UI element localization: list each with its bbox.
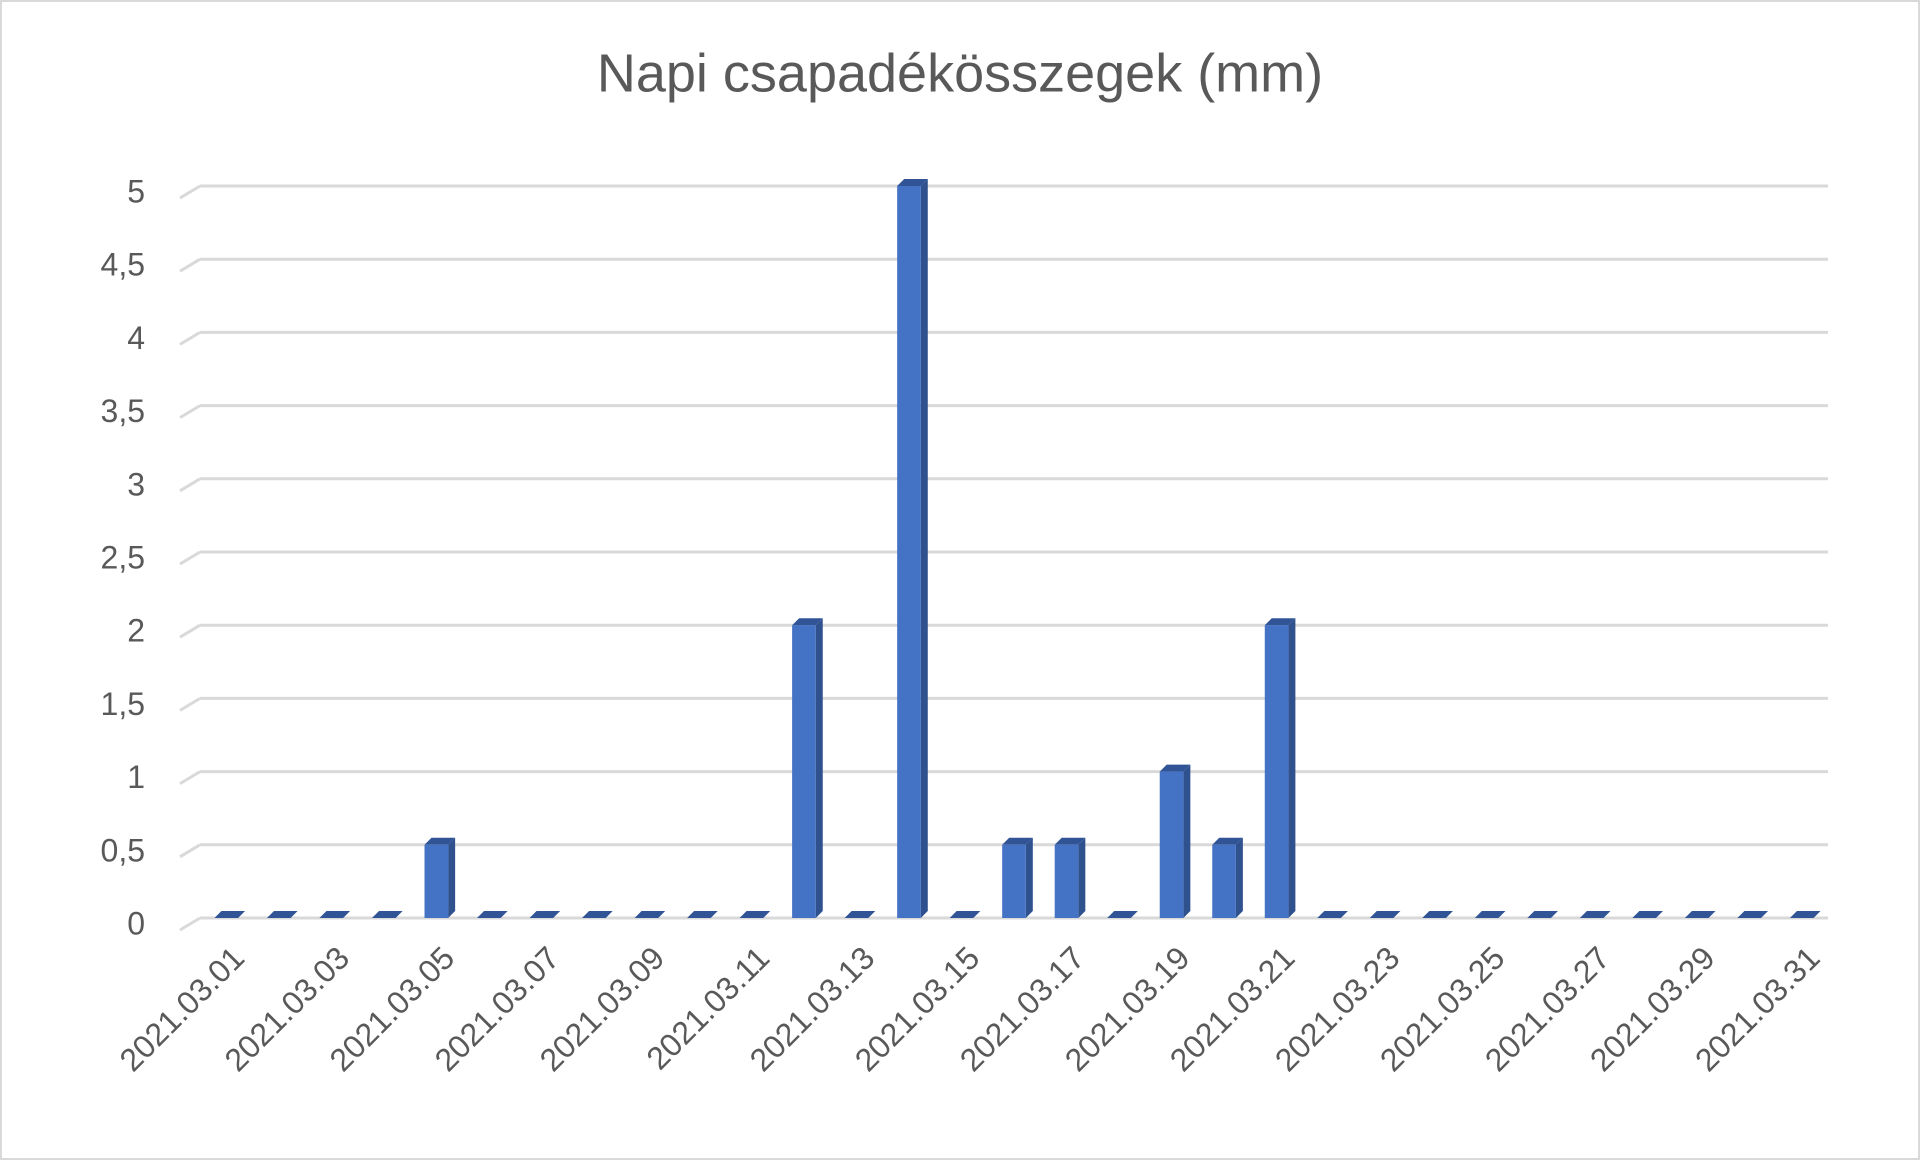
tick-mark (179, 477, 201, 493)
bar (897, 186, 921, 918)
bar-top (1054, 837, 1086, 845)
bar-top (844, 911, 876, 918)
bar-side (1288, 618, 1296, 918)
bar-top (424, 837, 456, 845)
bar (1159, 771, 1184, 918)
bar-top (477, 911, 508, 918)
bar-side (1025, 837, 1033, 918)
bar-top (1527, 911, 1558, 918)
bar-top (1264, 618, 1296, 626)
bar-top (1002, 837, 1033, 845)
bar-side (1235, 837, 1243, 918)
tick-mark (179, 404, 201, 419)
bar-top (1789, 911, 1821, 918)
tick-mark (179, 843, 201, 859)
bar (424, 844, 449, 918)
bar-top (1422, 911, 1453, 918)
tick-mark (179, 331, 201, 346)
bar-top (1159, 764, 1191, 772)
tick-mark (179, 697, 201, 712)
y-tick-label: 4,5 (101, 247, 145, 283)
y-tick-label: 5 (127, 173, 145, 209)
bar-top (371, 911, 403, 918)
y-tick-label: 1,5 (101, 686, 145, 722)
y-tick-label: 4 (127, 320, 145, 356)
bar-top (1579, 911, 1611, 918)
y-tick-label: 1 (127, 759, 145, 795)
tick-mark (179, 623, 201, 639)
y-tick-label: 2 (127, 613, 145, 649)
bar-top (529, 911, 561, 918)
y-tick-label: 0 (127, 905, 145, 941)
bar (792, 625, 816, 918)
tick-mark (179, 770, 201, 785)
bar (1002, 844, 1026, 918)
bar (1212, 844, 1236, 918)
y-tick-label: 3,5 (101, 393, 145, 429)
y-tick-label: 2,5 (101, 539, 145, 575)
bar-top (1212, 837, 1243, 845)
bar-top (582, 911, 613, 918)
bar-side (1078, 837, 1086, 918)
tick-mark (179, 550, 201, 566)
bar (1054, 844, 1079, 918)
bar-side (448, 837, 456, 918)
tick-mark (179, 916, 201, 932)
bar-side (920, 179, 928, 918)
bar-top (1317, 911, 1348, 918)
bar-top (1369, 911, 1401, 918)
bar-top (634, 911, 666, 918)
bar-top (792, 618, 823, 626)
bar-top (739, 911, 771, 918)
bar-top (897, 179, 928, 186)
bar-top (1737, 911, 1769, 918)
chart-title: Napi csapadékösszegek (mm) (597, 43, 1323, 103)
bar-side (1183, 764, 1191, 918)
bar-top (214, 911, 246, 918)
bar-top (1474, 911, 1506, 918)
bar-top (1684, 911, 1716, 918)
bar-top (266, 911, 298, 918)
bar (1264, 625, 1289, 918)
tick-mark (179, 257, 201, 273)
tick-mark (179, 184, 201, 200)
bar-top (949, 911, 981, 918)
bar-top (319, 911, 351, 918)
y-tick-label: 3 (127, 466, 145, 502)
bar-top (1632, 911, 1664, 918)
bar-side (815, 618, 823, 918)
bar-top (1107, 911, 1138, 918)
bar-top (687, 911, 718, 918)
y-tick-label: 0,5 (101, 832, 145, 868)
